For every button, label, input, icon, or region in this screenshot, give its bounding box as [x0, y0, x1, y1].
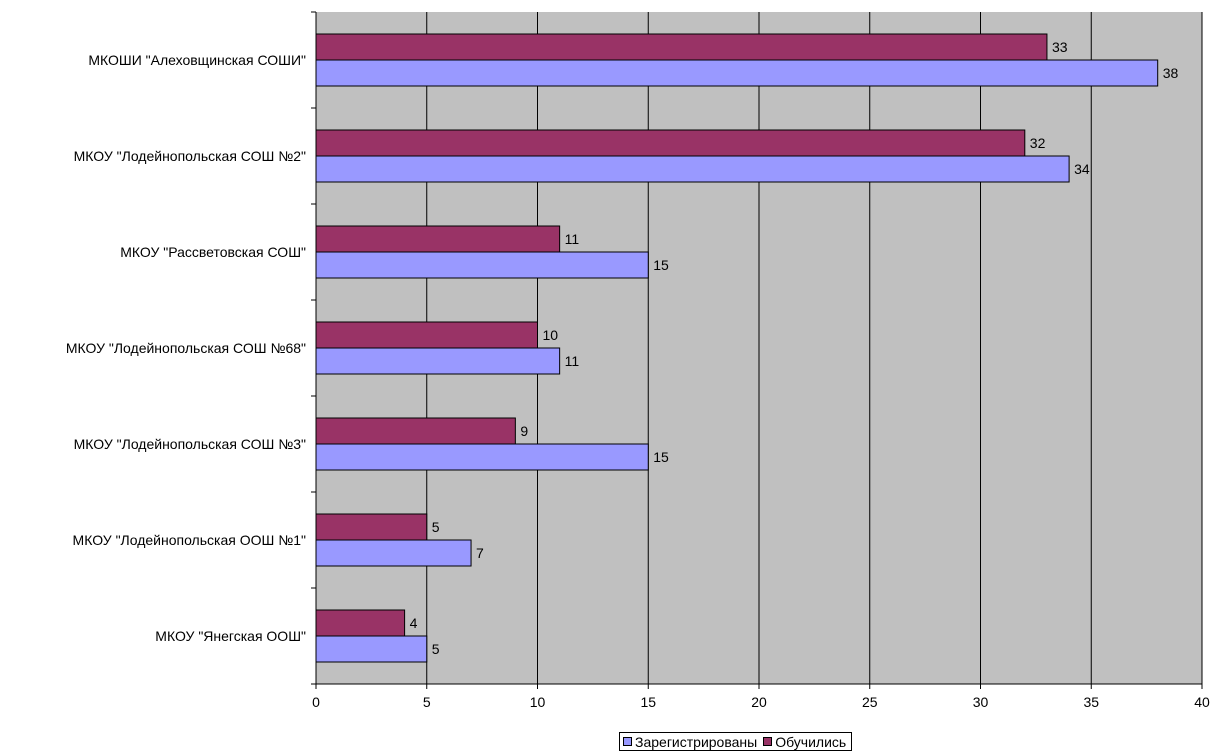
bar-trained: [315, 417, 516, 445]
bar-registered: [315, 539, 472, 567]
category-label: МКОУ "Лодейнопольская СОШ №2": [74, 148, 306, 164]
data-label-registered: 15: [653, 257, 669, 273]
bar-trained: [315, 129, 1026, 157]
x-tick-label: 10: [530, 694, 546, 710]
data-label-trained: 5: [432, 519, 440, 535]
data-label-trained: 33: [1052, 39, 1068, 55]
x-tick-label: 5: [423, 694, 431, 710]
legend-label-registered: Зарегистрированы: [635, 733, 758, 750]
x-tick-label: 15: [640, 694, 656, 710]
x-tick-label: 0: [312, 694, 320, 710]
bar-trained: [315, 225, 561, 253]
x-tick-label: 25: [862, 694, 878, 710]
bar-registered: [315, 443, 649, 471]
legend-label-trained: Обучились: [775, 733, 847, 750]
data-label-registered: 7: [476, 545, 484, 561]
x-tick-label: 35: [1083, 694, 1099, 710]
bar-registered: [315, 347, 561, 375]
data-label-trained: 9: [520, 423, 528, 439]
legend-swatch-registered: [623, 737, 632, 746]
category-label: МКОУ "Янегская ООШ": [155, 628, 306, 644]
data-label-registered: 5: [432, 641, 440, 657]
data-label-registered: 38: [1163, 65, 1179, 81]
category-label: МКОУ "Лодейнопольская СОШ №68": [66, 340, 306, 356]
category-label: МКОУ "Лодейнопольская ООШ №1": [73, 532, 306, 548]
bar-trained: [315, 321, 538, 349]
bar-trained: [315, 513, 428, 541]
x-tick-label: 20: [751, 694, 767, 710]
legend-item-registered: Зарегистрированы: [623, 734, 757, 750]
data-label-registered: 34: [1074, 161, 1090, 177]
bar-registered: [315, 251, 649, 279]
bar-trained: [315, 33, 1048, 61]
category-label: МКОШИ "Алеховщинская СОШИ": [88, 52, 306, 68]
legend: Зарегистрированы Обучились: [619, 732, 853, 751]
data-label-registered: 15: [653, 449, 669, 465]
data-label-trained: 10: [543, 327, 559, 343]
legend-item-trained: Обучились: [763, 734, 846, 750]
bar-registered: [315, 635, 428, 663]
x-tick-label: 40: [1194, 694, 1210, 710]
data-label-trained: 4: [410, 615, 418, 631]
category-label: МКОУ "Лодейнопольская СОШ №3": [74, 436, 306, 452]
legend-swatch-trained: [763, 737, 773, 746]
data-label-trained: 32: [1030, 135, 1046, 151]
data-label-registered: 11: [565, 353, 580, 369]
category-label: МКОУ "Рассветовская СОШ": [120, 244, 306, 260]
bar-registered: [315, 155, 1070, 183]
x-tick-label: 30: [973, 694, 989, 710]
data-label-trained: 11: [565, 231, 580, 247]
bar-registered: [315, 59, 1159, 87]
bar-trained: [315, 609, 406, 637]
